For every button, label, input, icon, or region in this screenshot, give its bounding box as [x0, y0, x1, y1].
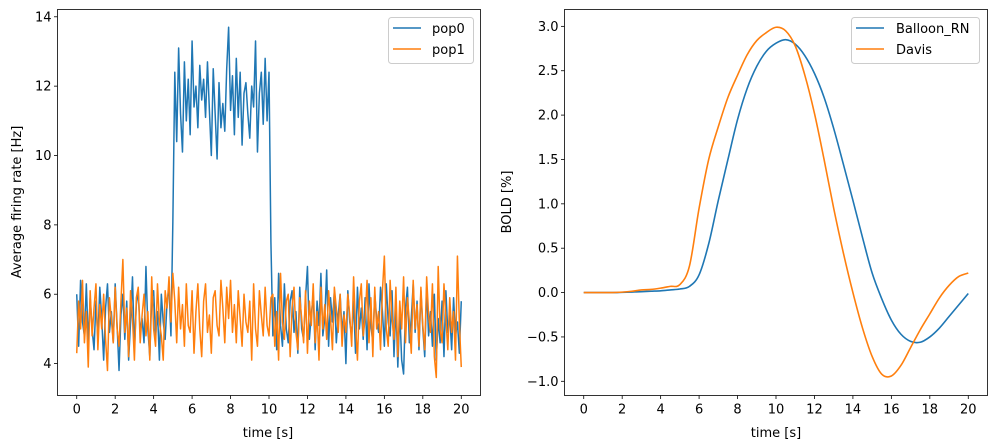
legend: Balloon_RN Davis — [851, 17, 980, 64]
y-tick-label: 6 — [43, 288, 51, 303]
x-tick-label: 6 — [695, 403, 703, 418]
y-tick-label: −0.5 — [527, 330, 559, 345]
axes-frame — [564, 9, 988, 396]
x-tick-label: 8 — [226, 403, 234, 418]
y-axis-label: Average firing rate [Hz] — [10, 126, 25, 279]
x-tick-label: 0 — [580, 403, 588, 418]
y-tick-label: 1.0 — [538, 197, 559, 212]
legend: pop0 pop1 — [388, 17, 474, 64]
x-axis-label: time [s] — [751, 426, 801, 441]
series-line-davis — [583, 26, 969, 378]
x-tick-label: 0 — [73, 403, 81, 418]
x-tick-label: 20 — [453, 403, 470, 418]
y-tick-label: 14 — [35, 10, 52, 25]
series-line-balloon-rn — [583, 38, 969, 344]
x-tick-label: 4 — [149, 403, 157, 418]
x-tick-label: 16 — [376, 403, 393, 418]
x-tick-label: 12 — [806, 403, 823, 418]
y-tick-label: 2.0 — [538, 109, 559, 124]
legend-label-pop0: pop0 — [432, 22, 465, 37]
x-tick-label: 20 — [960, 403, 977, 418]
x-tick-label: 10 — [261, 403, 278, 418]
x-tick-label: 4 — [656, 403, 664, 418]
x-tick-label: 2 — [111, 403, 119, 418]
x-tick-label: 12 — [299, 403, 316, 418]
legend-label-balloon-rn: Balloon_RN — [896, 22, 970, 37]
x-axis-label: time [s] — [243, 426, 293, 441]
x-tick-label: 8 — [733, 403, 741, 418]
y-tick-label: 8 — [43, 218, 51, 233]
bold-plot: 0 2 4 6 8 10 12 14 16 18 20 −1.0 −0.5 0.0 0.5 1.0 1.5 2.0… — [500, 9, 988, 441]
x-tick-label: 2 — [618, 403, 626, 418]
y-tick-label: 1.5 — [538, 153, 559, 168]
axes-frame — [57, 9, 481, 396]
y-axis-label: BOLD [%] — [500, 171, 515, 234]
y-tick-label: 10 — [35, 149, 52, 164]
x-tick-label: 18 — [415, 403, 432, 418]
x-tick-label: 10 — [768, 403, 785, 418]
y-tick-label: 0.0 — [538, 286, 559, 301]
y-tick-label: 12 — [35, 80, 52, 95]
x-tick-label: 18 — [922, 403, 939, 418]
x-tick-label: 16 — [883, 403, 900, 418]
y-tick-label: 2.5 — [538, 64, 559, 79]
series-line-pop1 — [75, 255, 463, 379]
y-tick-label: 4 — [43, 357, 51, 372]
x-tick-label: 14 — [845, 403, 862, 418]
firing-rate-plot: 0 2 4 6 8 10 12 14 16 18 20 4 6 8 10 12 14 time [s] Aver… — [10, 9, 481, 441]
y-tick-label: 0.5 — [538, 242, 559, 257]
legend-label-pop1: pop1 — [432, 43, 465, 58]
x-tick-label: 14 — [338, 403, 355, 418]
y-tick-label: −1.0 — [527, 375, 559, 390]
y-tick-label: 3.0 — [538, 20, 559, 35]
x-tick-label: 6 — [188, 403, 196, 418]
legend-label-davis: Davis — [896, 43, 932, 58]
